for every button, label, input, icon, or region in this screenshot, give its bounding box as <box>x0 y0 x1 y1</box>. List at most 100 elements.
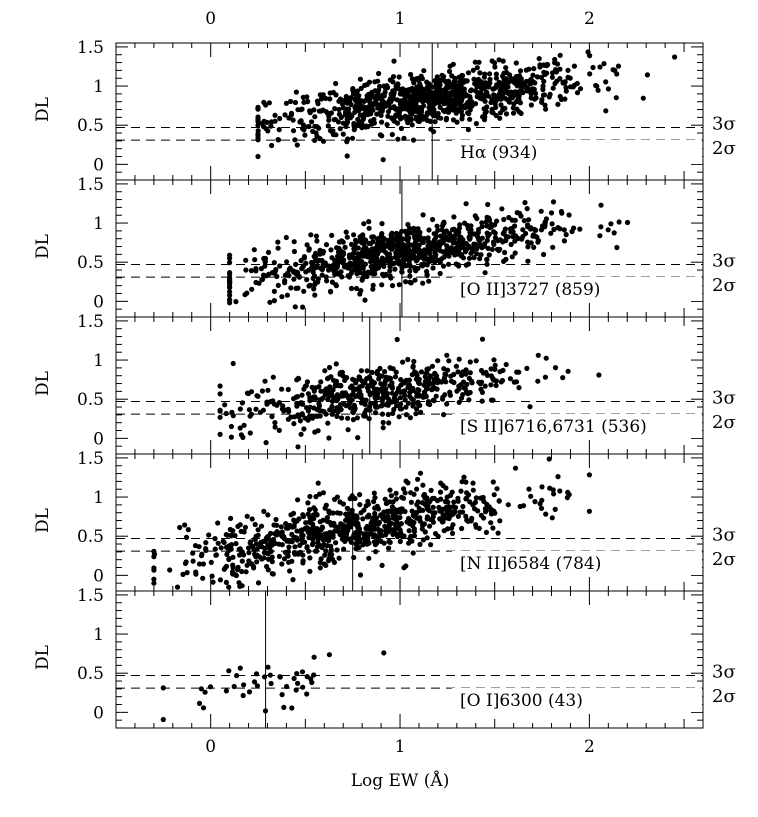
panel-label-bg <box>452 688 702 712</box>
data-point <box>410 550 416 556</box>
data-point <box>447 98 453 104</box>
data-point <box>406 225 413 231</box>
data-point <box>357 502 363 508</box>
data-point <box>314 98 321 104</box>
data-point <box>405 221 411 228</box>
data-point <box>185 527 191 533</box>
data-point <box>362 82 368 88</box>
data-point <box>200 705 207 711</box>
data-point <box>472 506 478 512</box>
data-point <box>340 120 346 126</box>
data-point <box>379 255 385 261</box>
data-point <box>393 398 400 404</box>
data-point <box>316 403 323 409</box>
data-point <box>391 406 397 413</box>
data-point <box>381 273 387 279</box>
data-point <box>252 257 258 263</box>
data-point <box>287 568 293 574</box>
data-point <box>306 247 312 253</box>
data-point <box>198 686 204 692</box>
data-point <box>543 355 549 361</box>
data-point <box>351 387 357 394</box>
data-point <box>462 105 468 111</box>
data-point <box>487 71 493 77</box>
data-point <box>490 110 496 116</box>
data-point <box>212 536 218 542</box>
data-point <box>425 256 431 262</box>
data-point <box>357 384 363 390</box>
data-point <box>516 385 522 391</box>
data-point <box>450 511 456 517</box>
data-point <box>202 689 208 695</box>
data-point <box>451 371 457 378</box>
data-point <box>586 472 593 478</box>
data-point <box>460 379 467 385</box>
data-point <box>351 554 357 561</box>
y-tick-label: 0.5 <box>77 253 104 273</box>
data-point <box>442 108 448 115</box>
data-point <box>530 86 536 92</box>
data-point <box>390 117 397 123</box>
data-point <box>266 100 272 106</box>
data-point <box>289 705 295 711</box>
data-point <box>209 573 215 579</box>
data-point <box>227 526 233 533</box>
data-point <box>380 425 386 431</box>
data-point <box>226 543 232 549</box>
data-point <box>288 110 295 116</box>
data-point <box>603 79 609 85</box>
data-point <box>386 545 392 551</box>
data-point <box>239 400 245 406</box>
data-point <box>270 374 276 380</box>
data-point <box>226 547 232 554</box>
data-point <box>410 363 416 369</box>
data-point <box>223 579 229 586</box>
data-point <box>402 490 408 496</box>
data-point <box>463 367 469 373</box>
data-point <box>404 519 410 525</box>
data-point <box>292 544 298 550</box>
data-point <box>552 56 558 63</box>
data-point <box>453 82 459 89</box>
data-point <box>311 672 317 678</box>
data-point <box>182 560 189 567</box>
data-point <box>350 86 356 92</box>
data-point <box>474 233 481 240</box>
data-point <box>325 396 331 402</box>
data-point <box>351 123 357 129</box>
data-point <box>268 123 274 129</box>
data-point <box>470 67 476 73</box>
data-point <box>334 264 340 270</box>
y-axis-label: DL <box>33 371 53 396</box>
data-point <box>432 236 438 242</box>
data-point <box>476 525 482 532</box>
data-point <box>283 521 289 527</box>
data-point <box>316 542 322 548</box>
data-point <box>254 393 260 399</box>
bottom-x-tick-label: 0 <box>205 737 216 757</box>
data-point <box>332 106 338 112</box>
data-point <box>442 371 448 377</box>
data-point <box>345 506 351 512</box>
data-point <box>429 245 435 251</box>
data-point <box>459 372 465 378</box>
data-point <box>228 423 234 430</box>
data-point <box>242 524 248 531</box>
data-point <box>500 239 506 245</box>
data-point <box>516 93 522 99</box>
data-point <box>597 233 603 239</box>
data-point <box>471 241 477 247</box>
data-point <box>455 513 461 520</box>
data-point <box>354 88 360 94</box>
data-point <box>416 105 422 112</box>
data-point <box>326 117 332 123</box>
data-point <box>340 239 346 245</box>
data-point <box>540 86 546 93</box>
data-point <box>237 522 243 528</box>
data-point <box>424 271 430 278</box>
data-point <box>288 98 294 105</box>
data-point <box>462 249 469 255</box>
data-point <box>500 58 506 64</box>
data-point <box>418 409 424 415</box>
data-point <box>311 528 317 535</box>
